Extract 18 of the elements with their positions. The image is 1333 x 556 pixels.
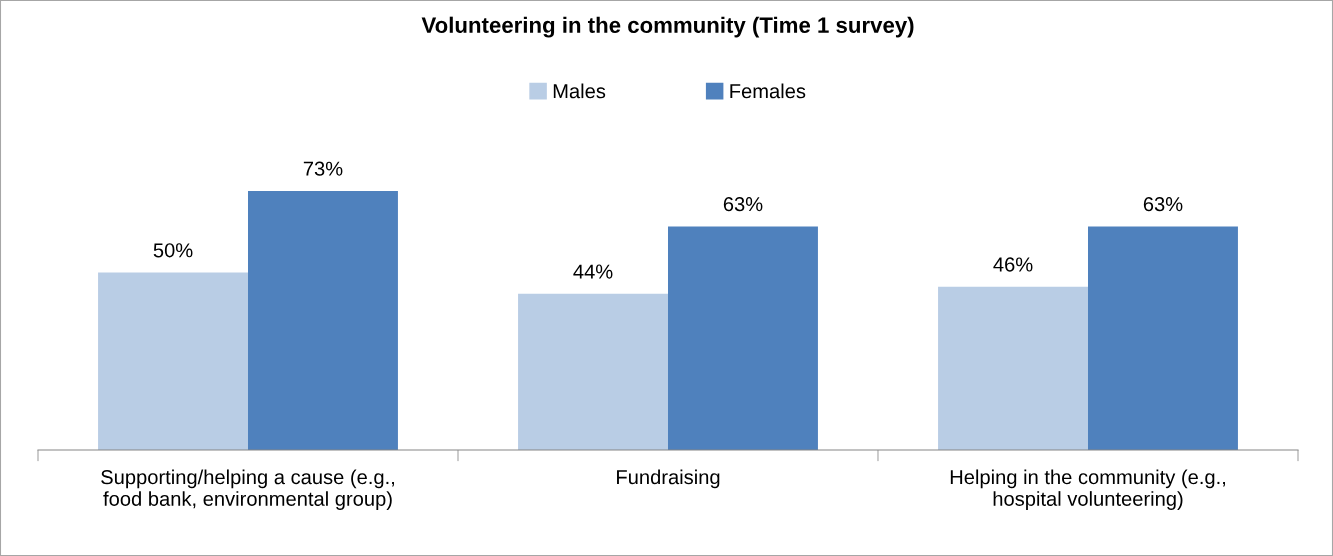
x-tick-label: Helping in the community (e.g., hospital volunteering) — [950, 469, 1225, 510]
data-label: 63% — [1143, 197, 1183, 212]
data-label: 44% — [573, 264, 613, 279]
x-tick-label: Fundraising — [617, 469, 720, 489]
legend-label: Females — [730, 83, 806, 99]
data-label: 63% — [723, 197, 763, 212]
legend-label: Males — [553, 83, 606, 99]
data-label: 50% — [153, 243, 193, 258]
data-label: 46% — [993, 257, 1033, 272]
bar — [248, 190, 398, 450]
bar — [1088, 226, 1238, 450]
bar — [668, 226, 818, 450]
bar — [938, 286, 1088, 450]
bar — [98, 272, 248, 450]
chart-title: Volunteering in the community (Time 1 survey) — [421, 16, 914, 38]
bar — [518, 293, 668, 450]
data-label: 73% — [303, 161, 343, 176]
x-tick-label: Supporting/helping a cause (e.g., food bank, environmental group) — [101, 469, 394, 510]
